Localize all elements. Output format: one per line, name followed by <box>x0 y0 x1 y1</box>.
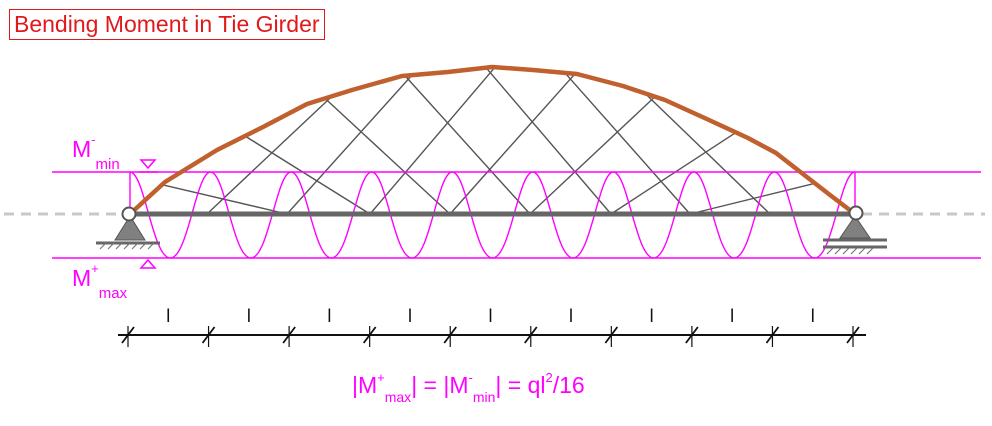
formula-sup: + <box>377 370 385 385</box>
moment-diagram <box>129 171 856 259</box>
hanger <box>644 92 771 215</box>
pin-support-icon <box>96 215 160 250</box>
dimension-ticks <box>121 326 860 347</box>
hanger <box>610 131 737 215</box>
hinge-icon <box>121 206 137 222</box>
formula-sub: max <box>384 389 412 405</box>
dimension-label: l <box>811 306 815 326</box>
title: Bending Moment in Tie Girder <box>9 9 325 40</box>
moment-wave <box>210 171 292 259</box>
hanger <box>369 66 496 215</box>
dimension-label: l <box>569 306 573 326</box>
formula-part: |M <box>352 372 378 398</box>
hanger <box>449 73 576 215</box>
hanger <box>564 72 691 215</box>
m-min-label: M- min <box>72 132 120 173</box>
hanger <box>286 74 413 215</box>
formula-part: | = ql <box>495 372 546 398</box>
hinge-icon <box>848 205 864 221</box>
moment-wave <box>532 171 614 259</box>
dimension-label: l <box>650 306 654 326</box>
dimension-label: l <box>166 306 170 326</box>
m-max-label: M+ max <box>72 261 127 302</box>
m-max-symbol: M <box>72 265 92 291</box>
m-max-marker-icon <box>139 258 157 269</box>
hanger-network <box>161 66 816 215</box>
formula-sup: - <box>468 370 473 385</box>
dimension-label: l <box>730 306 734 326</box>
formula-part: | = |M <box>411 372 469 398</box>
roller-support-icon <box>823 215 887 255</box>
moment-wave <box>129 171 211 259</box>
arch-rib <box>128 64 857 216</box>
m-min-sup: - <box>91 132 96 147</box>
formula: |M+ max| = |M- min| = ql2/16 <box>352 370 585 405</box>
hanger <box>206 95 333 215</box>
moment-wave <box>451 171 534 259</box>
dimension-label: l <box>247 306 251 326</box>
hanger <box>324 97 451 215</box>
formula-sup: 2 <box>545 370 553 385</box>
moment-wave <box>290 171 372 259</box>
moment-wave <box>613 171 695 259</box>
formula-part: /16 <box>552 372 585 398</box>
moment-wave <box>774 171 856 259</box>
hanger <box>529 96 656 215</box>
m-min-marker-icon <box>139 159 157 170</box>
formula-sub: min <box>472 389 496 405</box>
dimension-label: l <box>327 306 331 326</box>
m-max-sup: + <box>91 261 99 276</box>
dimension-label: l <box>489 306 493 326</box>
moment-wave <box>693 171 775 259</box>
hanger <box>244 135 371 215</box>
hanger <box>485 67 612 215</box>
hanger <box>404 75 531 215</box>
moment-wave <box>371 171 453 259</box>
m-min-symbol: M <box>72 136 92 162</box>
m-max-sub: max <box>98 285 128 302</box>
dimension-label: l <box>408 306 412 326</box>
m-min-sub: min <box>95 156 120 173</box>
